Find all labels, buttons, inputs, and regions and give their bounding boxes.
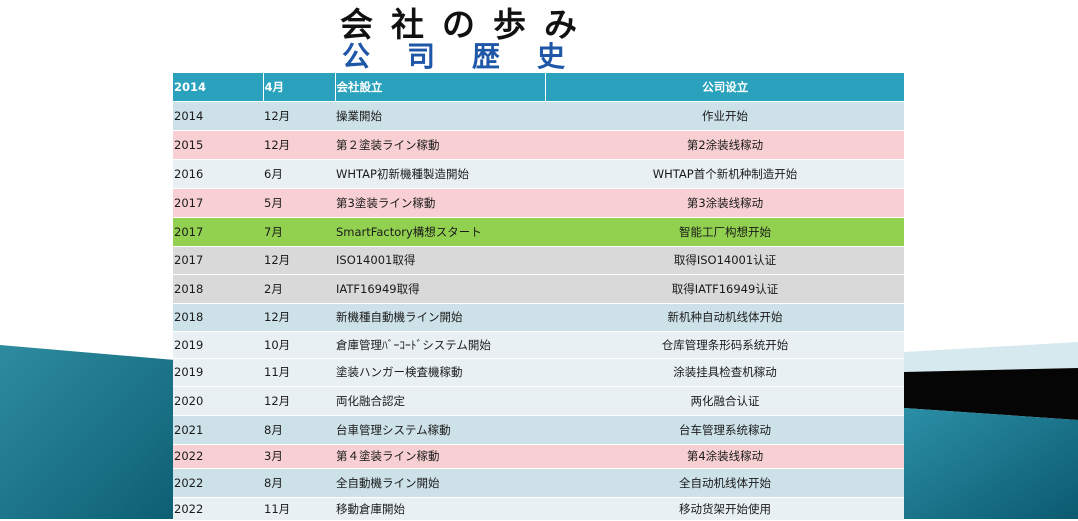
cell-month: 12月	[263, 130, 335, 160]
cell-japanese-event: WHTAP初新機種製造開始	[335, 159, 545, 189]
page-title-chinese: 公司歴史	[342, 40, 603, 73]
cell-japanese-event: 第４塗装ライン稼動	[335, 444, 545, 469]
table-row: 2021 8月 台車管理システム稼動 台车管理系统稼动	[173, 415, 904, 445]
cell-chinese-event: 智能工厂构想开始	[545, 217, 904, 247]
cell-year: 2017	[173, 246, 263, 275]
history-table: 2014 4月 会社設立 公司设立 2014 12月 操業開始 作业开始 2015 12月…	[173, 73, 904, 521]
cell-chinese-event: 全自动机线体开始	[545, 468, 904, 498]
table-row: 2015 12月 第２塗装ライン稼動 第2涂装线稼动	[173, 130, 904, 160]
header-month: 4月	[263, 73, 336, 102]
cell-month: 3月	[263, 444, 335, 469]
cell-chinese-event: 取得ISO14001认证	[545, 246, 904, 275]
cell-japanese-event: 第２塗装ライン稼動	[335, 130, 545, 160]
cell-year: 2022	[173, 497, 263, 521]
right-black-band	[904, 368, 1078, 420]
cell-year: 2017	[173, 188, 263, 218]
cell-month: 8月	[263, 468, 335, 498]
table-row: 2022 8月 全自動機ライン開始 全自动机线体开始	[173, 468, 904, 498]
right-teal-shape	[904, 408, 1078, 519]
cell-year: 2022	[173, 444, 263, 469]
cell-japanese-event: IATF16949取得	[335, 274, 545, 304]
cell-year: 2014	[173, 101, 263, 131]
cell-year: 2018	[173, 303, 263, 332]
cell-month: 8月	[263, 415, 335, 445]
cell-japanese-event: 第3塗装ライン稼動	[335, 188, 545, 218]
table-row: 2018 2月 IATF16949取得 取得IATF16949认证	[173, 274, 904, 304]
cell-japanese-event: 操業開始	[335, 101, 545, 131]
cell-month: 11月	[263, 358, 335, 387]
header-japanese-event: 会社設立	[335, 73, 546, 102]
cell-month: 2月	[263, 274, 335, 304]
cell-month: 12月	[263, 246, 335, 275]
cell-chinese-event: 移动货架开始使用	[545, 497, 904, 521]
header-chinese-event: 公司设立	[545, 73, 904, 102]
cell-chinese-event: 作业开始	[545, 101, 904, 131]
cell-japanese-event: 倉庫管理ﾊﾞｰｺｰﾄﾞシステム開始	[335, 331, 545, 359]
cell-year: 2018	[173, 274, 263, 304]
cell-chinese-event: 涂装挂具检查机稼动	[545, 358, 904, 387]
cell-year: 2022	[173, 468, 263, 498]
table-row: 2017 12月 ISO14001取得 取得ISO14001认证	[173, 246, 904, 275]
cell-year: 2019	[173, 331, 263, 359]
cell-japanese-event: 移動倉庫開始	[335, 497, 545, 521]
cell-japanese-event: 台車管理システム稼動	[335, 415, 545, 445]
table-row: 2017 5月 第3塗装ライン稼動 第3涂装线稼动	[173, 188, 904, 218]
header-year: 2014	[173, 73, 264, 102]
cell-japanese-event: 新機種自動機ライン開始	[335, 303, 545, 332]
table-row: 2016 6月 WHTAP初新機種製造開始 WHTAP首个新机种制造开始	[173, 159, 904, 189]
table-row: 2019 10月 倉庫管理ﾊﾞｰｺｰﾄﾞシステム開始 仓库管理条形码系统开始	[173, 331, 904, 359]
table-row: 2017 7月 SmartFactory構想スタート 智能工厂构想开始	[173, 217, 904, 247]
table-row: 2018 12月 新機種自動機ライン開始 新机种自动机线体开始	[173, 303, 904, 332]
cell-month: 11月	[263, 497, 335, 521]
right-light-band	[904, 342, 1078, 372]
cell-japanese-event: ISO14001取得	[335, 246, 545, 275]
cell-year: 2017	[173, 217, 263, 247]
cell-chinese-event: WHTAP首个新机种制造开始	[545, 159, 904, 189]
cell-month: 10月	[263, 331, 335, 359]
cell-japanese-event: SmartFactory構想スタート	[335, 217, 545, 247]
cell-year: 2021	[173, 415, 263, 445]
cell-chinese-event: 第3涂装线稼动	[545, 188, 904, 218]
left-teal-shape	[0, 345, 175, 519]
page-title-japanese: 会社の歩み	[340, 5, 595, 44]
table-row: 2020 12月 両化融合認定 两化融合认证	[173, 386, 904, 416]
table-row: 2014 12月 操業開始 作业开始	[173, 101, 904, 131]
cell-year: 2020	[173, 386, 263, 416]
cell-chinese-event: 第2涂装线稼动	[545, 130, 904, 160]
cell-month: 5月	[263, 188, 335, 218]
cell-chinese-event: 两化融合认证	[545, 386, 904, 416]
cell-month: 7月	[263, 217, 335, 247]
table-row: 2019 11月 塗装ハンガー検査機稼動 涂装挂具检查机稼动	[173, 358, 904, 387]
cell-chinese-event: 仓库管理条形码系统开始	[545, 331, 904, 359]
table-header-row: 2014 4月 会社設立 公司设立	[173, 73, 904, 102]
cell-month: 12月	[263, 303, 335, 332]
cell-japanese-event: 全自動機ライン開始	[335, 468, 545, 498]
cell-month: 6月	[263, 159, 335, 189]
cell-chinese-event: 台车管理系统稼动	[545, 415, 904, 445]
cell-chinese-event: 取得IATF16949认证	[545, 274, 904, 304]
cell-month: 12月	[263, 101, 335, 131]
table-row: 2022 3月 第４塗装ライン稼動 第4涂装线稼动	[173, 444, 904, 469]
cell-month: 12月	[263, 386, 335, 416]
cell-japanese-event: 塗装ハンガー検査機稼動	[335, 358, 545, 387]
cell-japanese-event: 両化融合認定	[335, 386, 545, 416]
cell-year: 2019	[173, 358, 263, 387]
table-row: 2022 11月 移動倉庫開始 移动货架开始使用	[173, 497, 904, 521]
cell-chinese-event: 第4涂装线稼动	[545, 444, 904, 469]
cell-chinese-event: 新机种自动机线体开始	[545, 303, 904, 332]
cell-year: 2016	[173, 159, 263, 189]
cell-year: 2015	[173, 130, 263, 160]
